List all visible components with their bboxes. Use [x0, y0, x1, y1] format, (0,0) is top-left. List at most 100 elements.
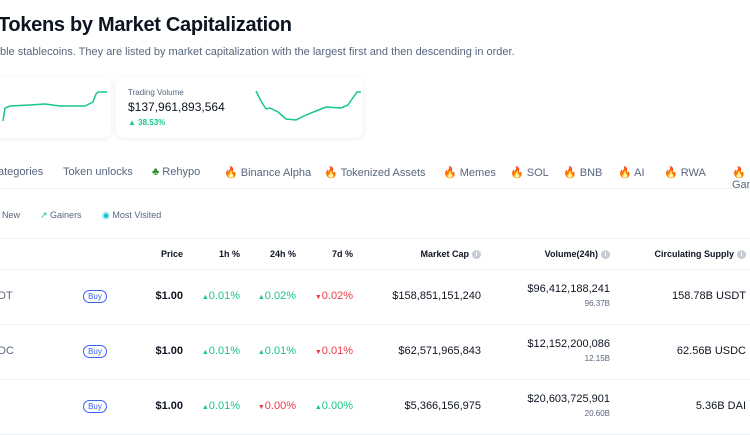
category-tab[interactable]: ♣ Rehypo [152, 166, 200, 178]
page-title: Tokens by Market Capitalization [0, 14, 292, 36]
eye-icon: ◉ [102, 210, 113, 220]
triangle-up-icon: ▲ [128, 118, 139, 127]
category-tab-label: BNB [579, 167, 603, 179]
price: $1.00 [155, 290, 183, 302]
category-tab[interactable]: 🔥 SOL [510, 166, 549, 179]
triangle-down-icon: ▼ [314, 294, 322, 301]
change-value: 0.01% [208, 400, 240, 412]
triangle-up-icon: ▲ [201, 404, 209, 411]
category-tab-label: SOL [526, 167, 549, 179]
row-divider [0, 379, 750, 380]
fire-icon: 🔥 [224, 167, 238, 179]
category-tab[interactable]: 🔥 Memes [443, 166, 496, 179]
page-subtitle: ble stablecoins. They are listed by mark… [0, 46, 515, 58]
filter-new[interactable]: New [2, 210, 20, 220]
circulating-supply: 158.78B USDT [672, 290, 746, 302]
change-d7: ▼0.02% [315, 290, 353, 302]
change-h24: ▼0.00% [258, 400, 296, 412]
info-icon[interactable]: i [601, 250, 610, 260]
info-icon[interactable]: i [472, 250, 481, 260]
triangle-up-icon: ▲ [201, 294, 209, 301]
fire-icon: 🔥 [732, 167, 746, 179]
trading-volume-card[interactable]: Trading Volume $137,961,893,564 ▲ 38.53% [116, 77, 363, 138]
filter-most-visited[interactable]: ◉ Most Visited [102, 210, 161, 221]
fire-icon: 🔥 [510, 167, 524, 179]
trading-volume-sparkline [255, 90, 361, 121]
market-cap: $158,851,151,240 [392, 290, 481, 302]
change-value: 0.00% [321, 400, 353, 412]
col-volume-label: Volume(24h) [544, 249, 598, 259]
col-7d[interactable]: 7d % [331, 249, 353, 259]
category-tab[interactable]: 🔥 BNB [563, 166, 602, 179]
change-value: 0.01% [321, 345, 353, 357]
volume-sub: 12.15B [584, 354, 610, 363]
category-tab[interactable]: ategories [0, 166, 43, 178]
fire-icon: 🔥 [563, 167, 577, 179]
change-value: 0.02% [321, 290, 353, 302]
col-price[interactable]: Price [160, 249, 183, 259]
info-icon[interactable]: i [737, 250, 746, 260]
category-tab-label: Rehypo [162, 166, 201, 178]
triangle-down-icon: ▼ [314, 349, 322, 356]
col-1h[interactable]: 1h % [218, 249, 240, 259]
volume[interactable]: $20,603,725,901 [527, 393, 610, 405]
filter-gainers-label: Gainers [50, 210, 82, 220]
category-tab[interactable]: Token unlocks [63, 166, 133, 178]
volume-sub: 20.60B [584, 409, 610, 418]
col-market-cap-label: Market Cap [420, 249, 469, 259]
card-change: 38.53% [138, 118, 166, 127]
triangle-up-icon: ▲ [257, 349, 265, 356]
category-tab-label: Memes [459, 167, 496, 179]
category-tab[interactable]: 🔥 RWA [664, 166, 706, 179]
filter-most-visited-label: Most Visited [112, 210, 162, 220]
market-cap-sparkline [2, 91, 107, 122]
volume[interactable]: $96,412,188,241 [527, 283, 610, 295]
green-icon: ♣ [152, 166, 160, 178]
fire-icon: 🔥 [324, 167, 338, 179]
category-tab-label: AI [634, 167, 645, 179]
triangle-down-icon: ▼ [257, 404, 265, 411]
category-tab[interactable]: 🔥 Tokenized Assets [324, 166, 426, 179]
triangle-up-icon: ▲ [314, 404, 322, 411]
triangle-up-icon: ▲ [201, 349, 209, 356]
category-tab-label: RWA [680, 167, 706, 179]
col-supply[interactable]: Circulating Supply i [654, 249, 746, 260]
change-h1: ▲0.01% [202, 400, 240, 412]
category-tab-label: Gam [732, 179, 750, 191]
row-divider [0, 324, 750, 325]
col-market-cap[interactable]: Market Cap i [420, 249, 481, 260]
buy-button[interactable]: Buy [83, 290, 107, 303]
change-h24: ▲0.02% [258, 290, 296, 302]
filter-gainers[interactable]: ↗ Gainers [40, 210, 82, 221]
change-d7: ▼0.01% [315, 345, 353, 357]
market-cap: $5,366,156,975 [404, 400, 481, 412]
triangle-up-icon: ▲ [257, 294, 265, 301]
token-name[interactable]: DC [0, 345, 14, 357]
col-24h[interactable]: 24h % [269, 249, 296, 259]
market-cap: $62,571,965,843 [398, 345, 481, 357]
circulating-supply: 5.36B DAI [695, 400, 746, 412]
category-tab[interactable]: 🔥 Binance Alpha [224, 166, 311, 179]
change-h1: ▲0.01% [202, 345, 240, 357]
price: $1.00 [155, 400, 183, 412]
category-tab-label: ategories [0, 166, 44, 178]
category-tab-label: Binance Alpha [240, 167, 312, 179]
change-value: 0.01% [208, 345, 240, 357]
category-tab[interactable]: 🔥 AI [618, 166, 645, 179]
fire-icon: 🔥 [618, 167, 632, 179]
col-volume[interactable]: Volume(24h) i [544, 249, 610, 260]
col-supply-label: Circulating Supply [654, 249, 734, 259]
card-label: Trading Volume [128, 88, 184, 97]
change-value: 0.01% [264, 345, 296, 357]
circulating-supply: 62.56B USDC [676, 345, 746, 357]
category-tab-label: Token unlocks [63, 166, 133, 178]
buy-button[interactable]: Buy [83, 345, 107, 358]
market-cap-card[interactable] [0, 77, 111, 138]
token-name[interactable]: DT [0, 290, 13, 302]
fire-icon: 🔥 [664, 167, 678, 179]
change-d7: ▲0.00% [315, 400, 353, 412]
buy-button[interactable]: Buy [83, 400, 107, 413]
volume[interactable]: $12,152,200,086 [527, 338, 610, 350]
filter-new-label: New [2, 210, 21, 220]
volume-sub: 96.37B [584, 299, 610, 308]
